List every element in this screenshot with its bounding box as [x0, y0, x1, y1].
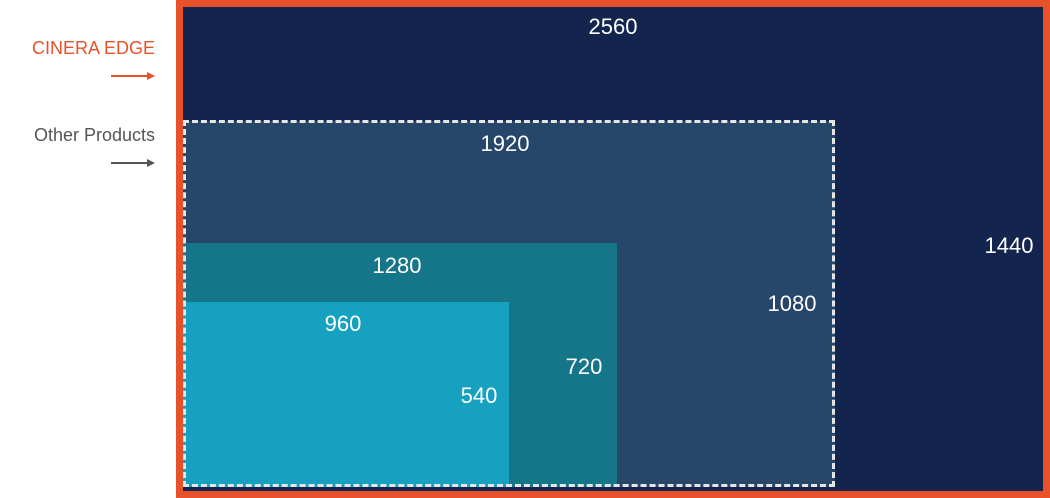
width-label-960: 960	[324, 311, 362, 336]
height-label-1080: 1080	[767, 291, 817, 316]
other-products-arrow-icon	[111, 159, 155, 167]
cinera-edge-label: CINERA EDGE	[31, 38, 155, 58]
height-label-720: 720	[565, 354, 603, 379]
height-label-540: 540	[460, 383, 498, 408]
other-products-label: Other Products	[33, 125, 155, 145]
width-label-1280: 1280	[372, 253, 422, 278]
width-label-2560: 2560	[588, 14, 638, 39]
width-label-1920: 1920	[480, 131, 530, 156]
resolution-box-960x540	[183, 302, 509, 487]
cinera-edge-arrow-icon	[111, 72, 155, 80]
height-label-1440: 1440	[984, 233, 1034, 258]
other-products-dashed-outline	[183, 120, 835, 487]
